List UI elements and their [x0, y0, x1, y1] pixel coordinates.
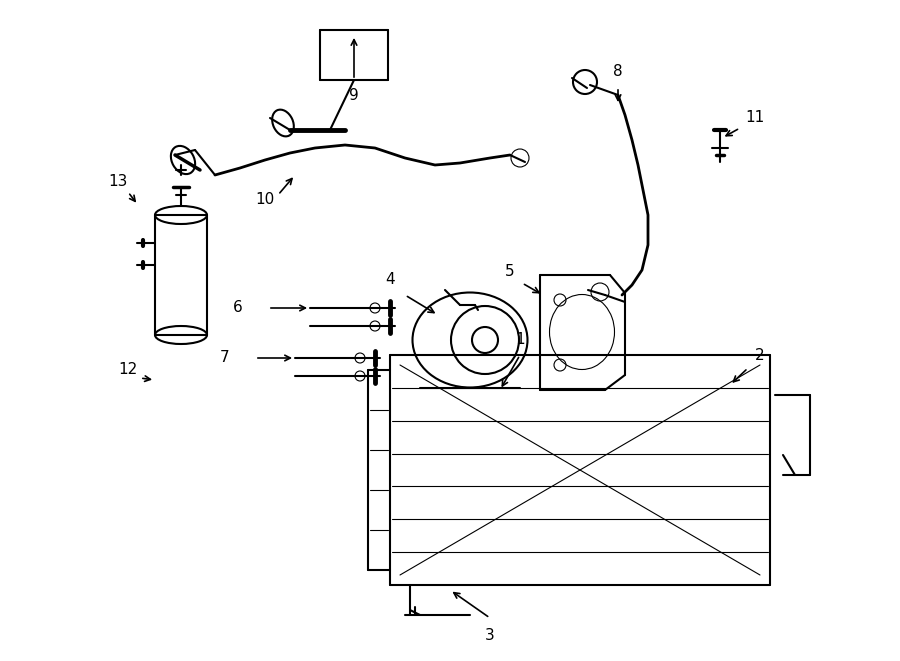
Text: 13: 13: [108, 175, 128, 190]
Text: 9: 9: [349, 87, 359, 102]
Text: 4: 4: [385, 272, 395, 288]
Text: 8: 8: [613, 65, 623, 79]
Text: 2: 2: [755, 348, 765, 362]
Text: 5: 5: [505, 264, 515, 280]
Text: 3: 3: [485, 627, 495, 642]
Text: 1: 1: [515, 332, 525, 348]
Text: 7: 7: [220, 350, 230, 366]
Text: 11: 11: [745, 110, 765, 126]
Text: 12: 12: [119, 362, 138, 377]
Text: 10: 10: [256, 192, 274, 208]
Text: 6: 6: [233, 301, 243, 315]
